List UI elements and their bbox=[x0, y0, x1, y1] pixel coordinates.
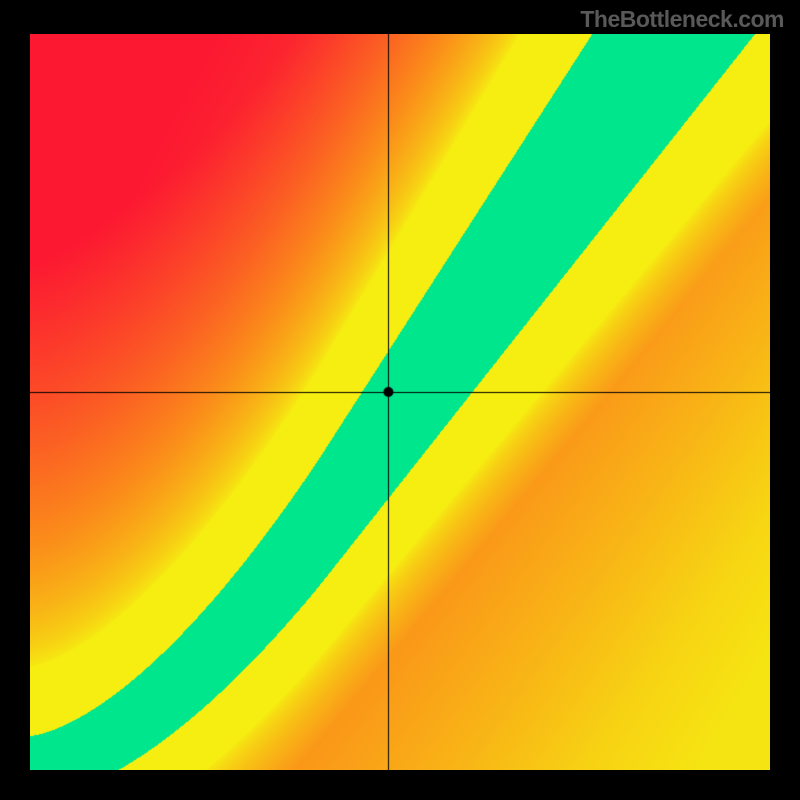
watermark-text: TheBottleneck.com bbox=[580, 6, 784, 33]
bottleneck-heatmap bbox=[30, 34, 770, 770]
